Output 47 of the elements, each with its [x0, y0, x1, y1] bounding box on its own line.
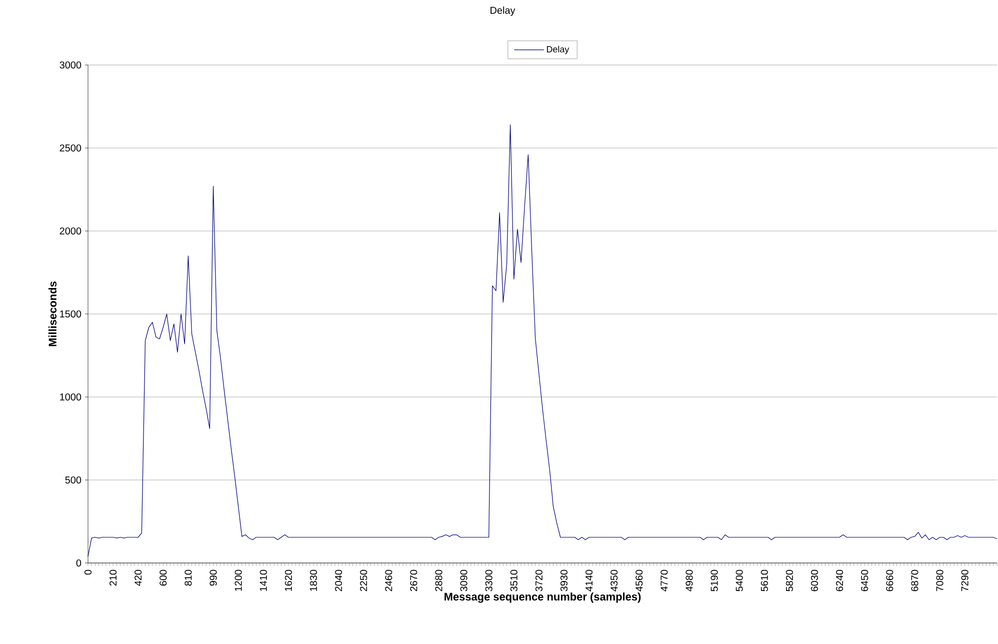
y-tick-label: 2000	[60, 227, 82, 235]
y-tick-label: 2500	[60, 144, 82, 152]
x-tick-label: 5400	[736, 570, 743, 592]
x-tick-label: 6240	[836, 570, 844, 592]
x-tick-label: 4980	[686, 570, 693, 592]
x-tick-label: 1620	[284, 570, 292, 591]
x-tick-label: 7080	[936, 570, 944, 592]
legend-label: Delay	[546, 46, 570, 54]
x-tick-label: 6660	[886, 570, 894, 592]
x-tick-label: 2250	[360, 570, 368, 592]
x-tick-label: 3090	[460, 570, 468, 592]
x-tick-label: 600	[160, 570, 167, 586]
x-tick-label: 4350	[610, 570, 618, 592]
x-tick-label: 6030	[810, 570, 818, 592]
x-tick-label: 1200	[234, 570, 242, 591]
y-tick-label: 1000	[60, 393, 82, 401]
x-tick-label: 4560	[636, 570, 643, 592]
x-tick-label: 6450	[861, 570, 868, 592]
x-tick-label: 6870	[911, 570, 918, 592]
chart-title: Delay	[490, 6, 516, 16]
x-tick-label: 3510	[510, 570, 518, 592]
x-axis-title: Message sequence number (samples)	[444, 592, 641, 603]
x-tick-label: 7290	[961, 570, 968, 592]
x-tick-label: 810	[184, 570, 192, 586]
x-tick-label: 2040	[335, 570, 342, 592]
y-tick-label: 500	[65, 476, 82, 484]
x-tick-label: 2880	[435, 570, 442, 592]
x-tick-label: 990	[210, 570, 217, 586]
x-tick-label: 0	[84, 570, 92, 575]
y-tick-label: 1500	[60, 310, 82, 318]
x-tick-label: 2670	[410, 570, 418, 592]
x-tick-label: 1410	[260, 570, 267, 591]
y-tick-label: 0	[76, 559, 82, 567]
x-tick-label: 5190	[710, 570, 718, 592]
y-axis-title: Milliseconds	[48, 282, 56, 346]
x-tick-label: 210	[110, 570, 117, 586]
y-tick-label: 3000	[60, 61, 82, 69]
x-tick-label: 3300	[485, 570, 492, 592]
x-tick-label: 1830	[310, 570, 317, 591]
x-tick-label: 2460	[385, 570, 392, 592]
x-tick-label: 4770	[660, 570, 668, 592]
x-tick-label: 3720	[535, 570, 542, 592]
x-tick-label: 420	[134, 570, 142, 586]
x-tick-label: 5820	[786, 570, 793, 592]
x-tick-label: 3930	[560, 570, 568, 592]
x-tick-label: 4140	[586, 570, 593, 592]
x-tick-label: 5610	[760, 570, 768, 592]
